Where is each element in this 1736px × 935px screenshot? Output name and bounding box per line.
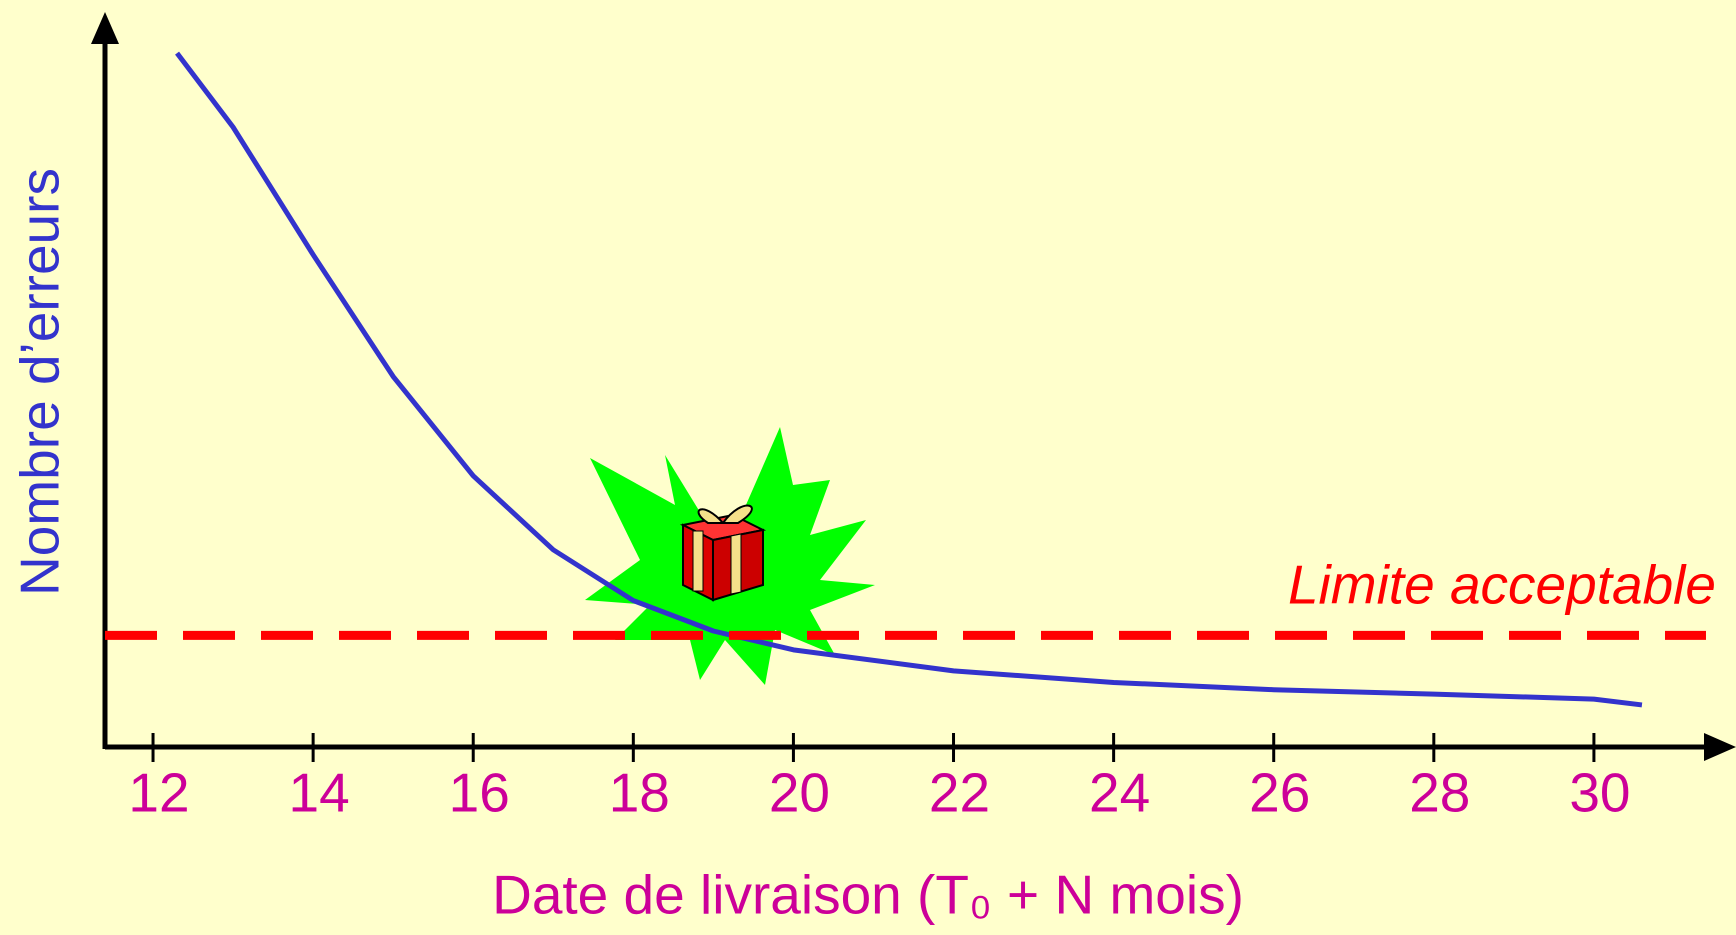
x-tick-label: 14 [289,762,350,824]
x-tick-label: 22 [929,762,990,824]
x-tick-label: 12 [128,762,189,824]
x-tick-label: 20 [769,762,830,824]
gift-burst [585,427,875,685]
x-tick-label: 16 [449,762,510,824]
y-axis-label: Nombre d’erreurs [9,168,71,596]
x-tick-label: 30 [1569,762,1630,824]
x-axis-label: Date de livraison (T₀ + N mois) [492,864,1244,926]
x-tick-label: 26 [1249,762,1310,824]
y-axis-arrow [91,12,119,44]
x-tick-label: 28 [1409,762,1470,824]
x-tick-label: 24 [1089,762,1150,824]
reference-label: Limite acceptable [1288,554,1716,616]
x-tick-label: 18 [609,762,670,824]
x-axis-arrow [1704,733,1736,761]
gift-icon [679,504,767,602]
data-line [175,51,1643,708]
